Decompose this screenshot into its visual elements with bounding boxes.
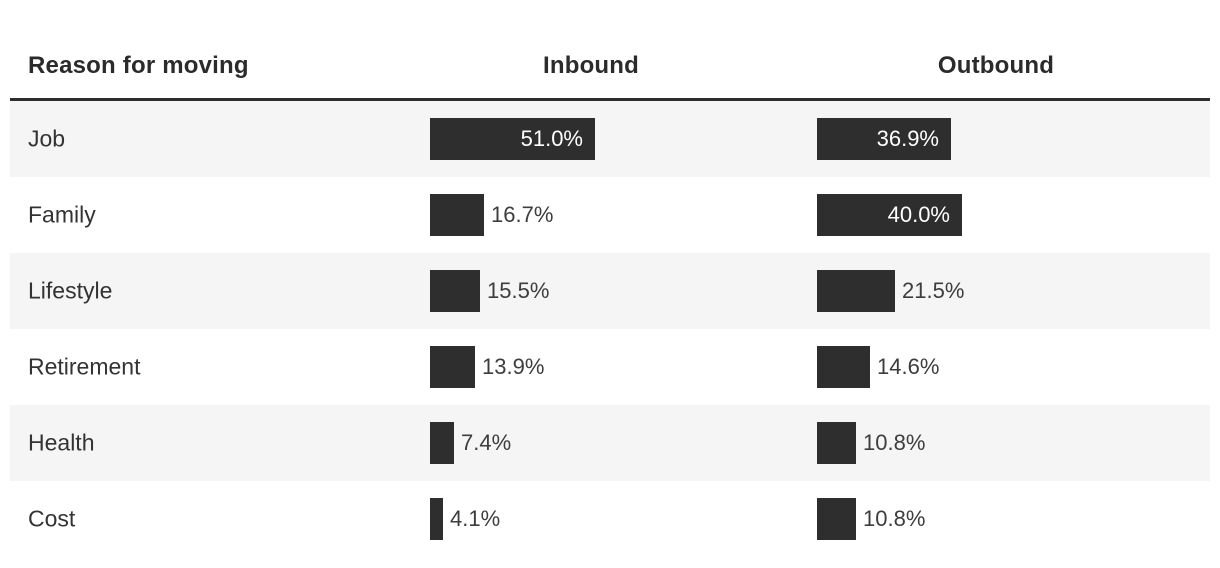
row-label: Job: [28, 125, 66, 152]
outbound-bar: 14.6%: [817, 346, 939, 388]
bar-rect: [430, 498, 443, 540]
moving-reasons-table: Reason for moving Inbound Outbound Job 5…: [10, 0, 1210, 557]
table-row: Health 7.4% 10.8%: [10, 405, 1210, 481]
row-label: Lifestyle: [28, 277, 113, 304]
inbound-bar: 13.9%: [430, 346, 544, 388]
column-header-outbound: Outbound: [937, 52, 1055, 79]
outbound-bar: 10.8%: [817, 498, 925, 540]
inbound-bar: 4.1%: [430, 498, 500, 540]
row-label: Family: [28, 201, 96, 228]
inbound-bar: 7.4%: [430, 422, 511, 464]
column-header-reason: Reason for moving: [28, 52, 249, 79]
outbound-value-label: 14.6%: [877, 354, 940, 379]
table-row: Cost 4.1% 10.8%: [10, 481, 1210, 557]
outbound-value-label: 10.8%: [863, 430, 926, 455]
bar-rect: [430, 422, 454, 464]
outbound-bar: 10.8%: [817, 422, 925, 464]
inbound-bar: 51.0%: [430, 118, 595, 160]
outbound-value-label: 21.5%: [902, 278, 965, 303]
bar-rect: [817, 270, 895, 312]
inbound-value-label: 16.7%: [491, 202, 554, 227]
outbound-bar: 40.0%: [817, 194, 962, 236]
table-row: Lifestyle 15.5% 21.5%: [10, 253, 1210, 329]
column-header-inbound: Inbound: [542, 52, 640, 79]
bar-rect: 40.0%: [817, 194, 962, 236]
inbound-bar: 16.7%: [430, 194, 553, 236]
bar-rect: [430, 194, 484, 236]
table-row: Retirement 13.9% 14.6%: [10, 329, 1210, 405]
inbound-bar: 15.5%: [430, 270, 549, 312]
row-label: Health: [28, 429, 95, 456]
outbound-bar: 21.5%: [817, 270, 964, 312]
inbound-value-label: 15.5%: [487, 278, 550, 303]
row-label: Cost: [28, 505, 76, 532]
bar-rect: [430, 346, 475, 388]
bar-rect: [817, 346, 870, 388]
outbound-value-label: 36.9%: [876, 126, 939, 151]
inbound-value-label: 7.4%: [461, 430, 512, 455]
bar-rect: 51.0%: [430, 118, 595, 160]
bar-rect: [817, 422, 856, 464]
bar-rect: 36.9%: [817, 118, 951, 160]
bar-rect: [817, 498, 856, 540]
outbound-bar: 36.9%: [817, 118, 951, 160]
table-header: Reason for moving Inbound Outbound: [10, 0, 1210, 101]
outbound-value-label: 40.0%: [887, 202, 950, 227]
inbound-value-label: 4.1%: [450, 506, 501, 531]
row-label: Retirement: [28, 353, 141, 380]
inbound-value-label: 13.9%: [482, 354, 545, 379]
outbound-value-label: 10.8%: [863, 506, 926, 531]
bar-rect: [430, 270, 480, 312]
inbound-value-label: 51.0%: [520, 126, 583, 151]
table-row: Job 51.0% 36.9%: [10, 101, 1210, 177]
table-row: Family 16.7% 40.0%: [10, 177, 1210, 253]
